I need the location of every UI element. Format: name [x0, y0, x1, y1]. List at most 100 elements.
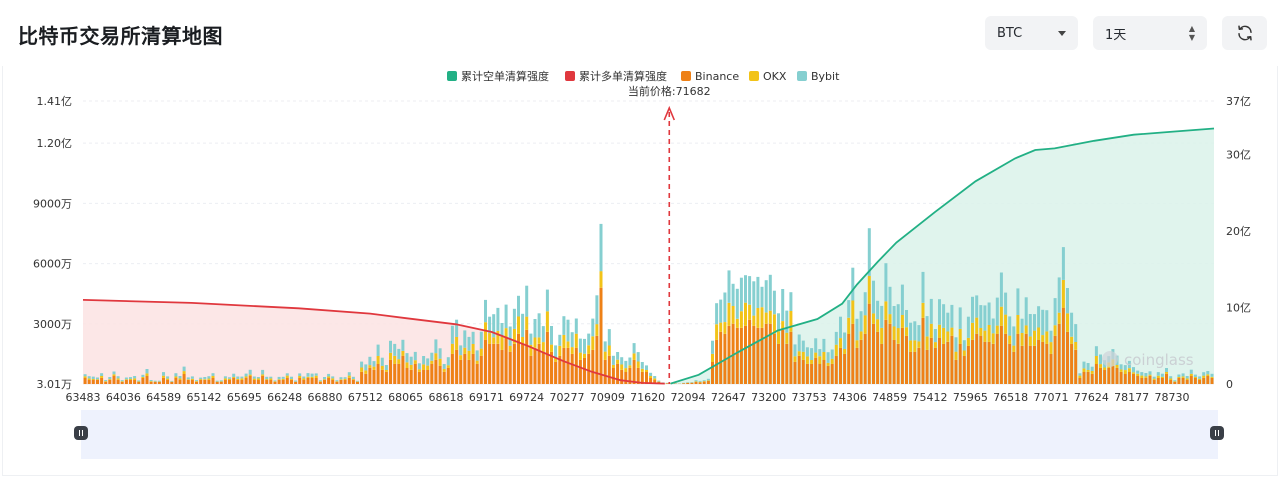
chevron-down-icon: [1058, 30, 1066, 36]
bybit-bar: [215, 380, 219, 382]
legend-swatch: [797, 71, 807, 81]
legend-item[interactable]: OKX: [749, 70, 787, 83]
okx-bar: [1152, 378, 1156, 380]
bybit-bar: [302, 376, 306, 379]
bybit-bar: [108, 377, 112, 380]
okx-bar: [958, 328, 962, 344]
okx-bar: [100, 375, 104, 378]
bybit-bar: [991, 318, 995, 334]
okx-bar: [863, 315, 867, 334]
legend-item[interactable]: Binance: [681, 70, 739, 83]
okx-bar: [401, 351, 405, 356]
okx-bar: [232, 377, 236, 378]
bybit-bar: [896, 304, 900, 329]
bybit-bar: [1045, 310, 1049, 332]
binance-bar: [1016, 333, 1020, 384]
binance-bar: [533, 347, 537, 384]
okx-bar: [789, 311, 793, 332]
bybit-bar: [541, 326, 545, 343]
binance-bar: [1165, 374, 1168, 384]
bybit-bar: [174, 373, 178, 377]
binance-bar: [521, 343, 525, 384]
bybit-bar: [182, 366, 186, 372]
binance-bar: [479, 355, 483, 384]
zoom-handle-left[interactable]: [74, 426, 88, 440]
okx-bar: [975, 317, 979, 334]
bybit-bar: [698, 380, 702, 382]
okx-bar: [186, 379, 190, 380]
bars-layer: [83, 223, 1214, 384]
bybit-bar: [401, 339, 405, 351]
bybit-bar: [744, 275, 747, 303]
okx-bar: [195, 381, 198, 382]
okx-bar: [810, 359, 814, 364]
bybit-bar: [1099, 354, 1102, 365]
okx-bar: [1074, 341, 1078, 350]
coin-select[interactable]: BTC: [985, 16, 1078, 50]
bybit-bar: [244, 373, 248, 377]
bybit-bar: [508, 326, 512, 346]
bybit-bar: [884, 263, 888, 302]
bybit-bar: [876, 300, 880, 320]
bybit-bar: [1152, 376, 1156, 379]
refresh-button[interactable]: [1222, 16, 1267, 50]
binance-bar: [545, 331, 549, 384]
binance-bar: [719, 331, 723, 384]
legend-item[interactable]: 累计多单清算强度: [565, 69, 667, 83]
bybit-bar: [1140, 372, 1144, 376]
bybit-bar: [657, 380, 661, 382]
bybit-bar: [417, 363, 421, 370]
bybit-bar: [405, 353, 409, 363]
binance-bar: [281, 380, 285, 384]
zoom-handle-right[interactable]: [1210, 426, 1224, 440]
okx-bar: [632, 353, 636, 360]
bybit-bar: [446, 357, 450, 366]
legend-item[interactable]: 累计空单清算强度: [447, 69, 549, 83]
x-axis-tick-label: 76518: [993, 391, 1028, 404]
bybit-bar: [261, 369, 265, 375]
okx-bar: [909, 340, 913, 352]
binance-bar: [1086, 372, 1090, 384]
binance-bar: [822, 359, 826, 384]
binance-bar: [888, 323, 892, 384]
okx-bar: [1016, 315, 1020, 334]
okx-bar: [979, 328, 983, 336]
okx-bar: [1004, 314, 1008, 334]
legend-item[interactable]: Bybit: [797, 70, 840, 83]
binance-bar: [343, 380, 347, 384]
bybit-bar: [450, 325, 454, 344]
bybit-bar: [785, 310, 789, 333]
binance-bar: [294, 382, 298, 384]
binance-bar: [611, 367, 615, 384]
bybit-bar: [1012, 326, 1016, 346]
bybit-bar: [273, 380, 277, 382]
binance-bar: [496, 343, 500, 384]
bybit-bar: [979, 305, 983, 328]
binance-bar: [872, 323, 875, 384]
bybit-bar: [772, 290, 776, 315]
bybit-bar: [1169, 376, 1173, 379]
okx-bar: [463, 347, 467, 354]
okx-bar: [830, 358, 834, 364]
okx-bar: [566, 341, 570, 348]
period-select-value: 1天: [1105, 27, 1127, 43]
okx-bar: [422, 364, 426, 370]
bybit-bar: [855, 318, 859, 341]
binance-bar: [314, 378, 318, 384]
data-zoom-slider[interactable]: [74, 410, 1224, 459]
binance-bar: [120, 382, 124, 384]
bybit-bar: [298, 373, 302, 376]
binance-bar: [484, 339, 487, 384]
okx-bar: [1202, 375, 1206, 378]
binance-bar: [492, 343, 496, 384]
bybit-bar: [318, 380, 322, 382]
legend[interactable]: 累计空单清算强度 累计多单清算强度 Binance OKX Bybit: [447, 69, 840, 83]
legend-label: OKX: [763, 70, 787, 83]
bybit-bar: [211, 373, 215, 376]
binance-bar: [1041, 341, 1045, 384]
bybit-bar: [129, 377, 132, 379]
okx-bar: [314, 375, 318, 378]
okx-bar: [467, 350, 471, 360]
bybit-bar: [170, 380, 174, 382]
period-select[interactable]: 1天 ▲ ▼: [1093, 16, 1207, 50]
